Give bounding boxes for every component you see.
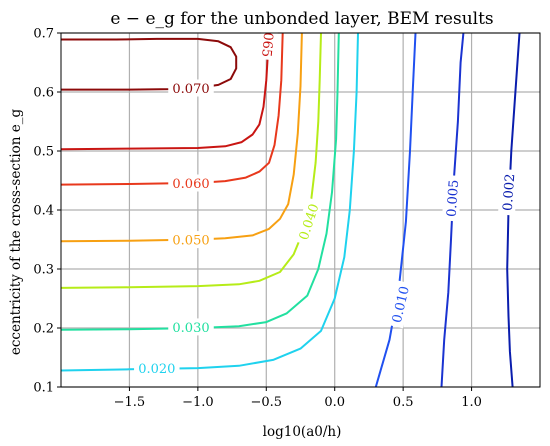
x-tick-label: 0.5 — [393, 395, 414, 410]
y-tick-label: 0.5 — [33, 145, 54, 160]
y-tick-label: 0.4 — [33, 204, 54, 219]
contour-label: 0.002 — [501, 173, 519, 211]
x-tick-label: 1.0 — [461, 395, 482, 410]
y-tick-label: 0.1 — [33, 381, 54, 396]
contour-label-group: 065 — [258, 29, 278, 61]
contour-line-0.040 — [61, 33, 322, 289]
contour-line-0.002 — [506, 33, 521, 387]
contour-label-bg — [258, 29, 278, 61]
x-tick-label: −0.5 — [250, 395, 282, 410]
x-tick-label: 0.0 — [324, 395, 345, 410]
contour-label-group: 0.070 — [168, 79, 214, 97]
y-tick-label: 0.7 — [33, 27, 54, 42]
contour-label: 065 — [258, 32, 275, 58]
contour-label-group: 0.050 — [168, 231, 214, 249]
contour-label-bg — [168, 231, 214, 249]
contour-label: 0.050 — [172, 234, 209, 249]
contour-label-bg — [293, 197, 324, 246]
contour-line-0.020 — [61, 33, 359, 372]
contour-label-bg — [497, 168, 519, 216]
contour-label: 0.060 — [172, 177, 209, 192]
contour-label-bg — [441, 174, 462, 222]
contour-label-group: 0.060 — [168, 174, 214, 192]
contour-label-bg — [386, 280, 414, 329]
contour-label: 0.070 — [172, 82, 209, 97]
x-tick-label: −1.5 — [114, 395, 146, 410]
contour-label-group: 0.002 — [497, 168, 519, 216]
y-tick-label: 0.2 — [33, 322, 54, 337]
contour-label-bg — [168, 318, 214, 336]
y-axis-label: eccentricity of the cross-section e_g — [8, 108, 24, 355]
contour-label-group: 0.005 — [441, 174, 463, 222]
contour-label: 0.005 — [445, 179, 463, 217]
contour-label-bg — [134, 359, 180, 377]
x-tick-label: −1.0 — [182, 395, 214, 410]
contour-label-bg — [168, 174, 214, 192]
x-axis-label: log10(a0/h) — [263, 424, 342, 440]
y-tick-label: 0.3 — [33, 263, 54, 278]
contour-label: 0.020 — [138, 362, 175, 377]
contour-labels: 0.0020.0050.0100.0200.0300.0400.0500.060… — [134, 29, 519, 377]
contour-label-group: 0.020 — [134, 359, 180, 377]
contour-label-group: 0.030 — [168, 318, 214, 336]
y-tick-label: 0.6 — [33, 86, 54, 101]
contour-label-bg — [168, 79, 214, 97]
chart-title: e − e_g for the unbonded layer, BEM resu… — [110, 9, 493, 29]
axis-ticks: −1.5 −1.0 −0.5 0.0 0.5 1.0 0.1 0.2 0.3 0.4 0.5 0.6 0… — [33, 27, 482, 411]
contour-line-0.065 — [61, 33, 270, 151]
contour-line-0.010 — [374, 33, 417, 387]
contour-label: 0.030 — [172, 321, 209, 336]
